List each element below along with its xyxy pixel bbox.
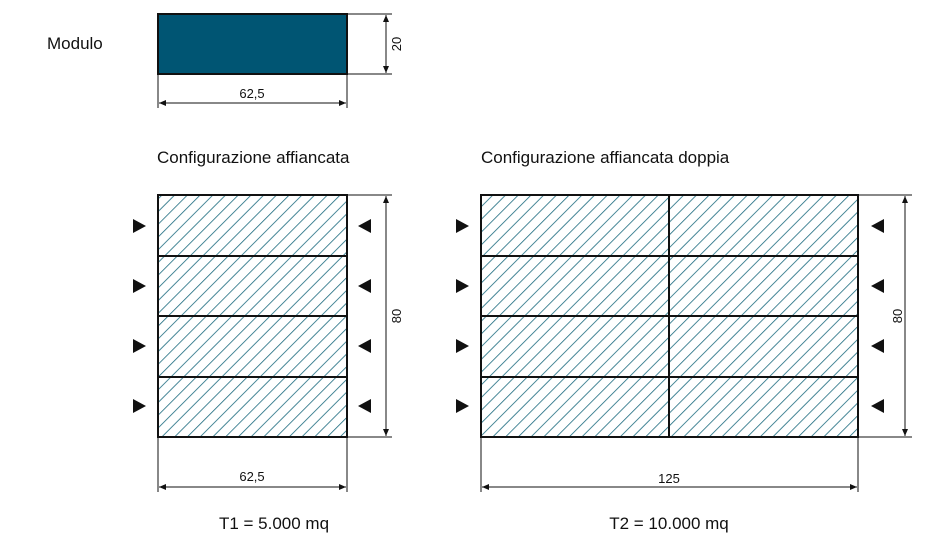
arrow-left-icon xyxy=(871,279,884,293)
arrow-right-icon xyxy=(133,339,146,353)
module-height-label: 20 xyxy=(389,37,404,51)
arrow-right-icon xyxy=(456,339,469,353)
arrow-left-icon xyxy=(358,219,371,233)
arrow-left-icon xyxy=(358,279,371,293)
config-single-total: T1 = 5.000 mq xyxy=(219,514,329,533)
arrow-left-icon xyxy=(871,399,884,413)
config-double-height-label: 80 xyxy=(890,309,905,323)
config-double-title: Configurazione affiancata doppia xyxy=(481,148,730,167)
module-label: Modulo xyxy=(47,34,103,53)
arrow-right-icon xyxy=(133,219,146,233)
config-double-total: T2 = 10.000 mq xyxy=(609,514,729,533)
module-rect xyxy=(157,13,348,75)
config-single-width-label: 62,5 xyxy=(239,469,264,484)
arrow-right-icon xyxy=(133,279,146,293)
config-double-width-label: 125 xyxy=(658,471,680,486)
arrow-right-icon xyxy=(456,279,469,293)
arrow-right-icon xyxy=(133,399,146,413)
module-width-label: 62,5 xyxy=(239,86,264,101)
arrow-right-icon xyxy=(456,219,469,233)
arrow-left-icon xyxy=(358,339,371,353)
arrow-left-icon xyxy=(358,399,371,413)
config-single-height-label: 80 xyxy=(389,309,404,323)
arrow-right-icon xyxy=(456,399,469,413)
arrow-left-icon xyxy=(871,339,884,353)
config-single-title: Configurazione affiancata xyxy=(157,148,350,167)
arrow-left-icon xyxy=(871,219,884,233)
